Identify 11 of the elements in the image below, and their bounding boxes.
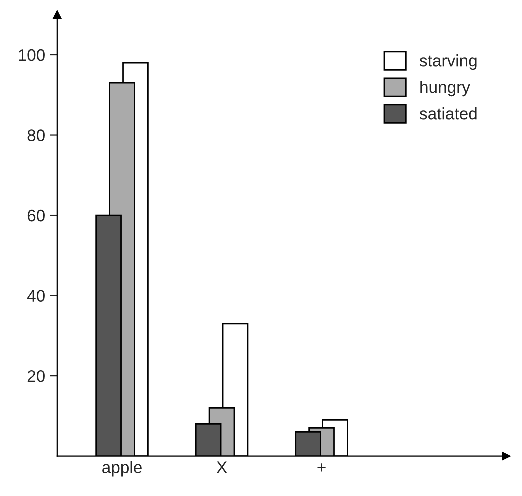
x-tick-label: + (318, 464, 326, 472)
y-tick-label: 40 (27, 290, 45, 302)
y-tick-label: 80 (28, 130, 45, 142)
legend-label: starving (420, 54, 477, 70)
x-tick-label: X (216, 462, 228, 474)
y-tick-label: 20 (28, 370, 45, 382)
legend-label: hungry (420, 81, 470, 97)
x-tick-label: apple (102, 461, 142, 477)
y-tick-label: 100 (19, 49, 45, 62)
legend-label: satiated (420, 108, 477, 120)
y-tick-label: 60 (28, 210, 45, 222)
